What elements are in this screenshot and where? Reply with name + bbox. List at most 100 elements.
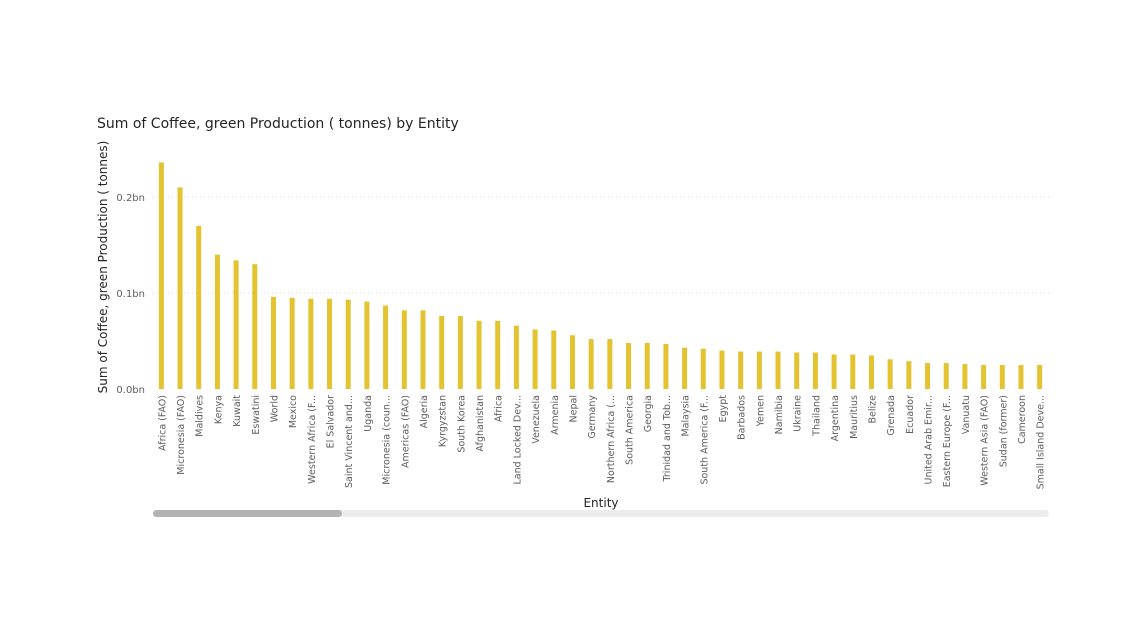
x-tick-label: Venezuela xyxy=(531,395,542,444)
bar[interactable] xyxy=(495,320,501,389)
bar[interactable] xyxy=(1018,365,1024,389)
bar[interactable] xyxy=(663,343,669,389)
bar[interactable] xyxy=(682,347,688,389)
x-axis-ticks: Africa (FAO) Micronesia (FAO) Maldives Keny… xyxy=(157,395,1046,490)
x-tick-label: Micronesia (coun... xyxy=(382,395,393,485)
bar[interactable] xyxy=(1037,365,1043,389)
y-tick-label: 0.1bn xyxy=(116,289,145,300)
bar[interactable] xyxy=(401,310,407,389)
bar[interactable] xyxy=(868,355,874,389)
x-tick-label: Georgia xyxy=(643,395,654,432)
x-tick-label: Micronesia (FAO) xyxy=(176,395,187,475)
bar[interactable] xyxy=(775,351,781,389)
x-tick-label: Barbados xyxy=(737,395,748,440)
bar[interactable] xyxy=(233,260,239,389)
x-tick-label: Thailand xyxy=(811,395,822,437)
bar[interactable] xyxy=(270,296,276,389)
bars xyxy=(158,162,1043,389)
x-tick-label: Western Asia (FAO) xyxy=(980,395,991,486)
bar[interactable] xyxy=(196,225,202,389)
bar[interactable] xyxy=(999,365,1005,389)
x-tick-label: Ukraine xyxy=(793,395,804,432)
x-tick-label: Nepal xyxy=(568,395,579,422)
bar[interactable] xyxy=(513,325,519,389)
x-tick-label: South America xyxy=(625,395,636,465)
x-tick-label: Kenya xyxy=(213,395,224,424)
bar[interactable] xyxy=(887,359,893,389)
x-tick-label: Eastern Europe (F... xyxy=(942,395,953,487)
y-tick-label: 0.2bn xyxy=(116,193,145,204)
bar[interactable] xyxy=(476,320,482,389)
x-tick-label: Eswatini xyxy=(251,395,262,435)
x-tick-label: Land Locked Dev... xyxy=(512,395,523,485)
x-tick-label: Germany xyxy=(587,395,598,439)
horizontal-scrollbar[interactable] xyxy=(153,510,1049,517)
x-tick-label: Small Island Deve... xyxy=(1036,395,1047,489)
bar[interactable] xyxy=(289,297,295,389)
x-tick-label: Kuwait xyxy=(232,395,243,427)
bar[interactable] xyxy=(850,354,856,389)
bar[interactable] xyxy=(644,342,650,389)
bar[interactable] xyxy=(962,364,968,389)
bar[interactable] xyxy=(158,162,164,389)
bar[interactable] xyxy=(439,316,445,389)
bar[interactable] xyxy=(588,339,594,389)
bar[interactable] xyxy=(812,352,818,389)
x-tick-label: Namibia xyxy=(774,395,785,434)
gridlines xyxy=(152,196,1049,294)
scrollbar-thumb[interactable] xyxy=(153,510,342,517)
bar[interactable] xyxy=(925,363,931,389)
bar[interactable] xyxy=(308,298,314,389)
x-tick-label: Argentina xyxy=(830,395,841,441)
x-tick-label: Trinidad and Tob... xyxy=(662,395,673,483)
bar[interactable] xyxy=(383,305,389,389)
x-tick-label: Egypt xyxy=(718,395,729,423)
bar[interactable] xyxy=(551,330,557,389)
x-tick-label: Armenia xyxy=(550,395,561,435)
bar[interactable] xyxy=(738,351,744,389)
bar[interactable] xyxy=(327,298,333,389)
bar[interactable] xyxy=(345,299,351,389)
bar[interactable] xyxy=(532,329,538,389)
bar[interactable] xyxy=(364,301,370,389)
bar[interactable] xyxy=(177,187,183,389)
bar[interactable] xyxy=(569,335,575,389)
bar[interactable] xyxy=(457,316,463,389)
x-tick-label: Western Africa (F... xyxy=(307,395,318,484)
x-tick-label: Africa (FAO) xyxy=(157,395,168,451)
bar[interactable] xyxy=(607,339,613,389)
x-tick-label: Mexico xyxy=(288,395,299,428)
bar[interactable] xyxy=(943,363,949,389)
x-tick-label: United Arab Emir... xyxy=(924,395,935,485)
bar[interactable] xyxy=(906,361,912,389)
x-tick-label: Cameroon xyxy=(1017,395,1028,444)
x-axis-title: Entity xyxy=(583,496,619,510)
x-tick-label: Malaysia xyxy=(681,395,692,437)
x-tick-label: Afghanistan xyxy=(475,395,486,452)
bar[interactable] xyxy=(252,264,258,389)
bar[interactable] xyxy=(626,342,632,389)
x-tick-label: Americas (FAO) xyxy=(400,395,411,468)
x-tick-label: Grenada xyxy=(886,395,897,436)
y-tick-label: 0.0bn xyxy=(116,385,145,396)
x-tick-label: Mauritius xyxy=(849,395,860,439)
bar[interactable] xyxy=(719,350,725,389)
bar[interactable] xyxy=(700,348,706,389)
bar[interactable] xyxy=(214,254,220,389)
x-tick-label: Sudan (former) xyxy=(998,395,1009,467)
bar[interactable] xyxy=(794,352,800,389)
x-tick-label: Algeria xyxy=(419,395,430,428)
x-tick-label: South Korea xyxy=(456,395,467,453)
x-tick-label: Saint Vincent and... xyxy=(344,395,355,488)
x-tick-label: Yemen xyxy=(755,395,766,428)
x-tick-label: World xyxy=(269,395,280,422)
bar[interactable] xyxy=(756,351,762,389)
x-tick-label: Ecuador xyxy=(905,395,916,434)
x-tick-label: Africa xyxy=(494,395,505,422)
bar[interactable] xyxy=(831,354,837,389)
bar[interactable] xyxy=(981,365,987,389)
chart-title: Sum of Coffee, green Production ( tonnes… xyxy=(97,116,459,132)
x-tick-label: Vanuatu xyxy=(961,395,972,434)
bar[interactable] xyxy=(420,310,426,389)
